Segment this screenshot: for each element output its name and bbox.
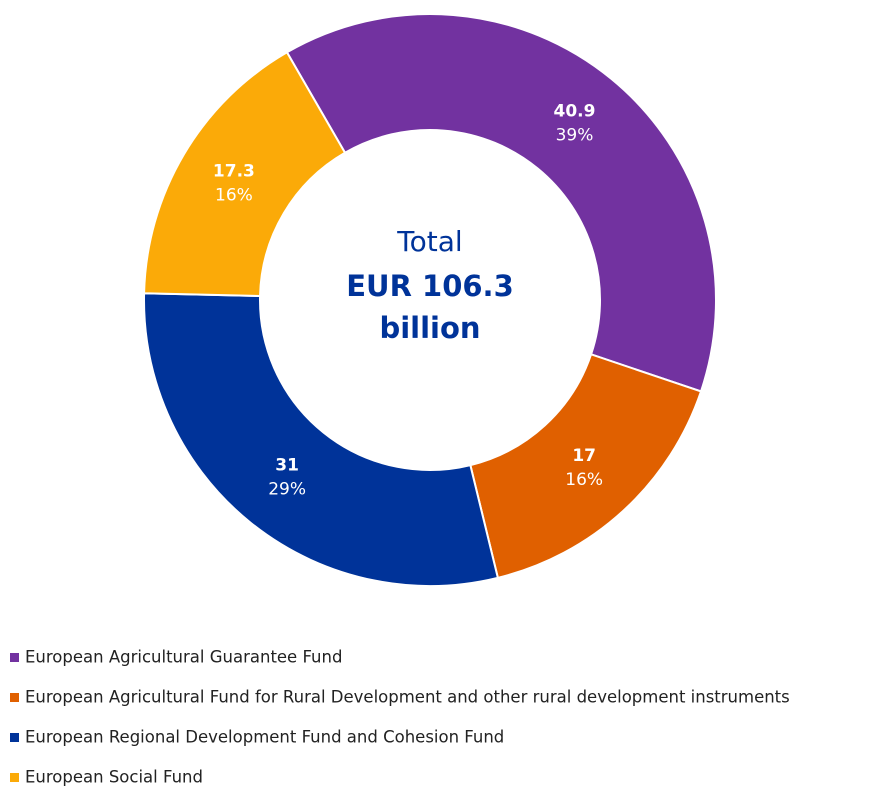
percent-label: 16% [565, 470, 603, 490]
legend-swatch [10, 773, 19, 782]
center-label: EUR 106.3 [346, 269, 514, 303]
legend-label: European Regional Development Fund and C… [25, 728, 504, 747]
legend-swatch [10, 693, 19, 702]
donut-slice [143, 292, 500, 587]
percent-label: 29% [268, 480, 306, 500]
value-label: 40.9 [554, 102, 596, 122]
legend-swatch [10, 733, 19, 742]
donut-slice [469, 353, 703, 580]
center-label: billion [379, 311, 480, 345]
legend-label: European Social Fund [25, 768, 203, 787]
value-label: 31 [275, 456, 299, 476]
legend-label: European Agricultural Fund for Rural Dev… [25, 688, 790, 707]
donut-slice [143, 50, 347, 298]
percent-label: 39% [556, 126, 594, 146]
legend-swatch [10, 653, 19, 662]
value-label: 17 [572, 446, 596, 466]
percent-label: 16% [215, 186, 253, 206]
value-label: 17.3 [213, 162, 255, 182]
center-label: Total [396, 225, 462, 258]
donut-slice [285, 13, 717, 393]
legend-label: European Agricultural Guarantee Fund [25, 648, 342, 667]
